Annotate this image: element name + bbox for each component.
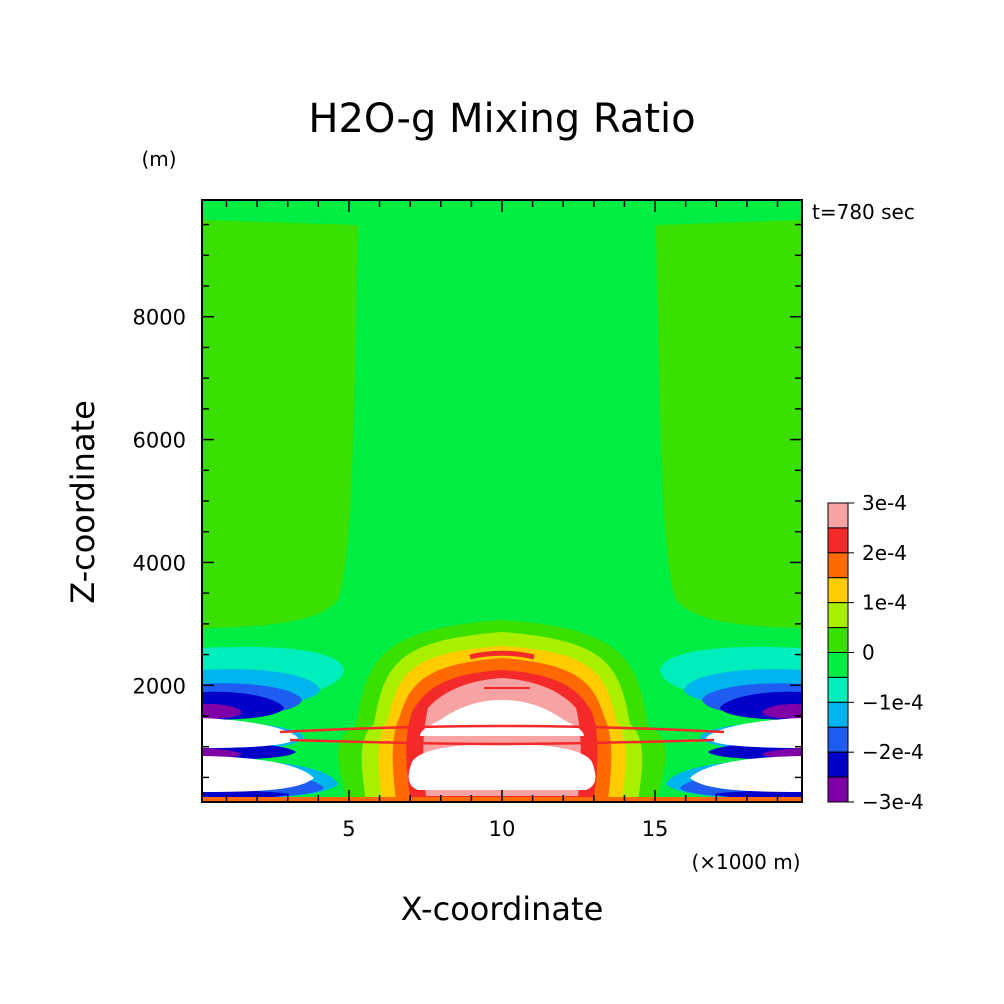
legend-label: 2e-4 bbox=[862, 541, 907, 565]
x-axis: 5 10 15 bbox=[225, 200, 779, 841]
legend-label: −3e-4 bbox=[862, 790, 924, 814]
y-tick-label: 6000 bbox=[133, 429, 186, 453]
legend-label: 1e-4 bbox=[862, 591, 907, 615]
x-axis-title: X-coordinate bbox=[401, 890, 604, 928]
legend-label: −1e-4 bbox=[862, 690, 924, 714]
chart-title: H2O-g Mixing Ratio bbox=[308, 96, 695, 142]
legend-swatch bbox=[827, 527, 849, 554]
contour-lower-core bbox=[408, 744, 596, 790]
y-tick-label: 2000 bbox=[133, 674, 186, 698]
legend-swatch bbox=[827, 552, 849, 579]
contour-right-column bbox=[656, 220, 802, 628]
legend-swatch bbox=[827, 577, 849, 604]
legend-swatch bbox=[827, 676, 849, 703]
x-tick-label: 10 bbox=[489, 817, 516, 841]
contour-left-column bbox=[202, 220, 358, 628]
y-tick-label: 8000 bbox=[133, 306, 186, 330]
legend-swatch bbox=[827, 602, 849, 629]
y-axis-title: Z-coordinate bbox=[64, 400, 102, 604]
legend-label: 3e-4 bbox=[862, 491, 907, 515]
contour-right-layer bbox=[762, 703, 802, 719]
contour-left-saturated bbox=[202, 718, 298, 748]
legend-swatch bbox=[827, 502, 849, 529]
legend-swatch bbox=[827, 776, 849, 803]
x-axis-unit: (×1000 m) bbox=[691, 850, 800, 874]
color-legend: 3e-4 2e-4 1e-4 0 −1e-4 −2e-4 −3e-4 bbox=[827, 491, 924, 814]
legend-label: 0 bbox=[862, 641, 875, 665]
contour-filament bbox=[279, 724, 725, 734]
contour-left-layer bbox=[202, 703, 242, 719]
contour-right-saturated bbox=[706, 718, 802, 748]
contour-left-saturated bbox=[202, 756, 314, 792]
legend-swatch bbox=[827, 726, 849, 753]
legend-swatch bbox=[827, 751, 849, 778]
contour-left-layer bbox=[202, 748, 242, 758]
y-axis: 2000 4000 6000 8000 bbox=[133, 223, 802, 779]
legend-swatch bbox=[827, 627, 849, 653]
x-tick-label: 5 bbox=[342, 817, 355, 841]
x-tick-label: 15 bbox=[642, 817, 669, 841]
y-axis-unit: (m) bbox=[141, 147, 176, 171]
legend-label: −2e-4 bbox=[862, 740, 924, 764]
legend-swatch bbox=[827, 652, 849, 678]
plot-area bbox=[202, 200, 802, 802]
contour-filament bbox=[289, 738, 715, 746]
contour-right-layer bbox=[762, 748, 802, 758]
y-tick-label: 4000 bbox=[133, 551, 186, 575]
legend-swatch bbox=[827, 701, 849, 728]
contour-upper-cap bbox=[469, 650, 535, 660]
contour-right-saturated bbox=[690, 756, 802, 792]
time-label: t=780 sec bbox=[812, 200, 915, 224]
